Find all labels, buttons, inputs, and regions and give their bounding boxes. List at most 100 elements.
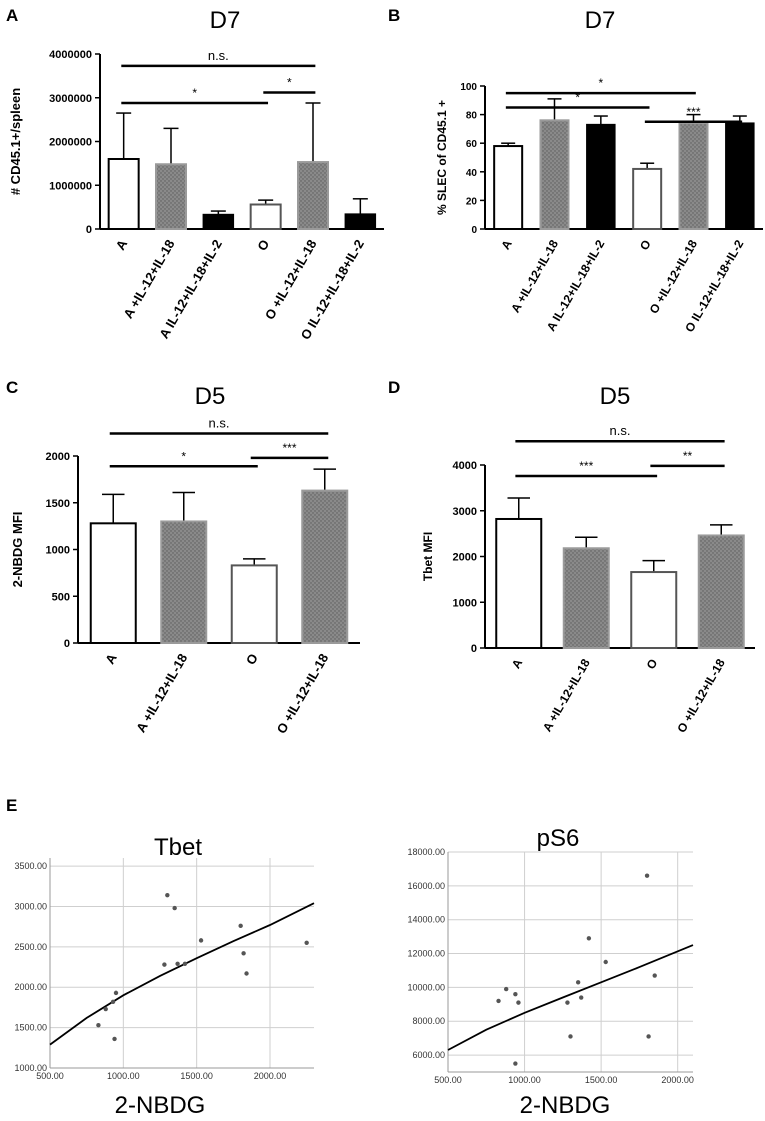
data-point <box>565 1000 570 1005</box>
y-axis-label: Tbet MFI <box>421 532 435 581</box>
x-tick-label: 1500.00 <box>180 1071 213 1081</box>
significance-label: * <box>287 76 292 90</box>
bar <box>297 161 329 230</box>
data-point <box>182 961 188 967</box>
x-tick-label: 2000.00 <box>661 1075 694 1085</box>
y-tick-label: 2000 <box>46 451 70 463</box>
x-tick-label: A +IL-12+IL-18 <box>540 656 593 734</box>
bar <box>301 489 349 644</box>
significance-label: n.s. <box>208 48 229 63</box>
significance-label: *** <box>282 441 296 455</box>
scatter-title: pS6 <box>537 825 580 852</box>
y-axis-label: # CD45.1+/spleen <box>8 88 23 195</box>
bar <box>630 571 678 649</box>
scatter-title: Tbet <box>154 834 202 861</box>
data-point <box>110 999 116 1004</box>
x-tick-label: 1000.00 <box>508 1075 541 1085</box>
chart-title: D7 <box>585 7 616 34</box>
x-tick-label: O <box>254 237 272 253</box>
data-point <box>496 998 501 1004</box>
data-point <box>198 938 204 943</box>
y-tick-label: 40 <box>466 168 478 179</box>
y-tick-label: 2000.00 <box>14 982 47 992</box>
significance-label: n.s. <box>610 423 631 438</box>
bar <box>586 123 616 230</box>
significance-label: ** <box>683 449 693 463</box>
y-tick-label: 3000000 <box>49 93 92 105</box>
significance-label: *** <box>579 459 593 473</box>
bar <box>202 213 235 230</box>
x-tick-label: O +IL-12+IL-18 <box>647 237 701 316</box>
x-tick-label: 500.00 <box>434 1075 462 1085</box>
bar <box>89 522 137 645</box>
y-tick-label: 2000 <box>453 552 477 564</box>
y-tick-label: 16000.00 <box>407 881 445 891</box>
chart-c: D5 2-NBDG MFI 0 500 1000 1500 2000 A A +IL-12+IL… <box>10 383 360 736</box>
y-tick-label: 1000.00 <box>14 1063 47 1073</box>
x-tick-label: 500.00 <box>36 1071 64 1081</box>
y-tick-label: 0 <box>64 638 70 650</box>
chart-a: D7 # CD45.1+/spleen 0 1000000 2000000 3000000… <box>8 7 384 342</box>
bar <box>725 122 755 230</box>
y-tick-label: 3000.00 <box>14 901 47 911</box>
bar <box>495 517 543 649</box>
significance-label: n.s. <box>209 416 230 431</box>
data-point <box>568 1034 573 1039</box>
data-point <box>172 905 177 911</box>
significance-label: * <box>181 449 186 463</box>
y-tick-label: 1000 <box>46 545 70 557</box>
x-tick-label: A <box>102 650 120 666</box>
panel-label-e: E <box>6 796 18 815</box>
y-tick-label: 4000 <box>453 460 477 472</box>
x-tick-label: O <box>637 238 654 253</box>
significance-label: * <box>598 76 603 90</box>
y-tick-label: 60 <box>466 139 478 150</box>
data-point <box>96 1022 101 1028</box>
data-point <box>503 986 509 992</box>
bar <box>632 167 663 231</box>
x-tick-label: O +IL-12+IL-18 <box>274 651 332 736</box>
bar <box>249 203 282 230</box>
x-tick-label: 1500.00 <box>585 1075 618 1085</box>
y-tick-label: 3000 <box>453 506 477 518</box>
y-tick-label: 12000.00 <box>407 949 445 959</box>
data-point <box>646 1034 651 1039</box>
chart-title: D5 <box>600 383 631 410</box>
panel-label-b: B <box>388 6 401 25</box>
x-tick-label: O +IL-12+IL-18 <box>674 656 728 735</box>
x-tick-label: O <box>243 651 261 667</box>
y-tick-label: 2000000 <box>49 137 92 149</box>
data-point <box>575 980 581 985</box>
bar <box>678 122 709 230</box>
y-tick-label: 1000 <box>453 597 477 609</box>
x-tick-label: A <box>509 656 526 671</box>
scatter-ps6: 500.00 1000.00 1500.00 2000.00 6000.00 8000.0… <box>407 825 694 1119</box>
y-tick-label: 1500 <box>46 498 70 510</box>
y-tick-label: 10000.00 <box>407 982 445 992</box>
scatter-x-label: 2-NBDG <box>115 1092 206 1119</box>
data-point <box>241 951 246 956</box>
panel-label-a: A <box>6 6 19 25</box>
bar <box>697 534 745 650</box>
bar <box>107 158 140 230</box>
data-point <box>238 923 243 929</box>
x-tick-label: A +IL-12+IL-18 <box>120 237 177 321</box>
y-tick-label: 0 <box>471 643 477 655</box>
y-axis-label: % SLEC of CD45.1 + <box>435 100 449 215</box>
bar <box>155 163 187 230</box>
x-tick-label: 2000.00 <box>254 1071 287 1081</box>
data-point <box>162 962 167 967</box>
bar <box>344 213 377 230</box>
x-tick-label: O +IL-12+IL-18 <box>262 237 320 322</box>
y-tick-label: 80 <box>466 111 478 122</box>
y-tick-label: 0 <box>471 225 477 236</box>
data-point <box>513 1061 518 1066</box>
y-tick-label: 1500.00 <box>14 1023 47 1033</box>
y-tick-label: 3500.00 <box>14 861 47 871</box>
fit-curve <box>49 902 315 1046</box>
fit-curve <box>447 944 694 1051</box>
chart-d: D5 Tbet MFI 0 1000 2000 3000 4000 A A +IL-12+IL-… <box>421 383 755 735</box>
data-point <box>113 990 119 996</box>
data-point <box>513 991 518 997</box>
significance-label: *** <box>686 105 700 119</box>
